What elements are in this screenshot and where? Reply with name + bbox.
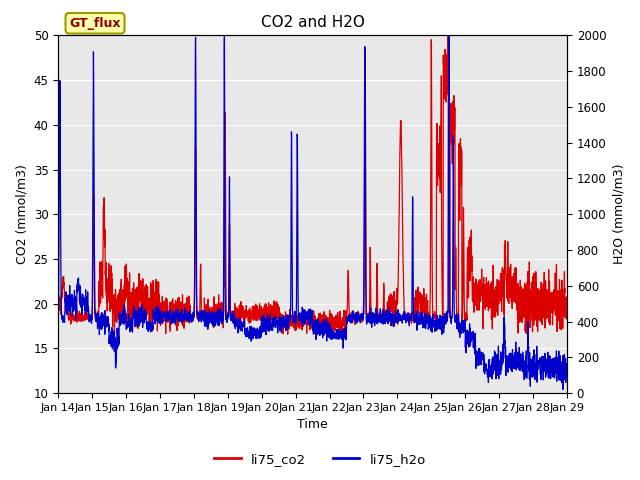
li75_h2o [143, 321, 150, 327]
li75_co2 [54, 309, 62, 315]
Legend: li75_co2, li75_h2o: li75_co2, li75_h2o [209, 447, 431, 471]
li75_h2o [250, 335, 257, 340]
X-axis label: Time: Time [297, 419, 328, 432]
li75_co2 [444, 33, 452, 38]
li75_co2 [113, 306, 120, 312]
li75_co2 [271, 313, 279, 319]
li75_h2o [113, 360, 120, 366]
li75_co2 [312, 332, 319, 338]
li75_h2o [445, 33, 452, 38]
Text: GT_flux: GT_flux [69, 17, 121, 30]
Y-axis label: H2O (mmol/m3): H2O (mmol/m3) [612, 164, 625, 264]
Y-axis label: CO2 (mmol/m3): CO2 (mmol/m3) [15, 164, 28, 264]
li75_h2o [499, 362, 506, 368]
li75_h2o [271, 324, 279, 330]
li75_co2 [499, 292, 506, 298]
li75_h2o [563, 370, 571, 376]
li75_co2 [554, 302, 561, 308]
Line: li75_h2o: li75_h2o [58, 36, 567, 389]
li75_h2o [559, 386, 567, 392]
li75_h2o [554, 359, 561, 365]
li75_co2 [143, 293, 150, 299]
li75_co2 [250, 311, 257, 317]
li75_co2 [563, 317, 571, 323]
li75_h2o [54, 307, 62, 313]
Line: li75_co2: li75_co2 [58, 36, 567, 335]
Title: CO2 and H2O: CO2 and H2O [260, 15, 365, 30]
